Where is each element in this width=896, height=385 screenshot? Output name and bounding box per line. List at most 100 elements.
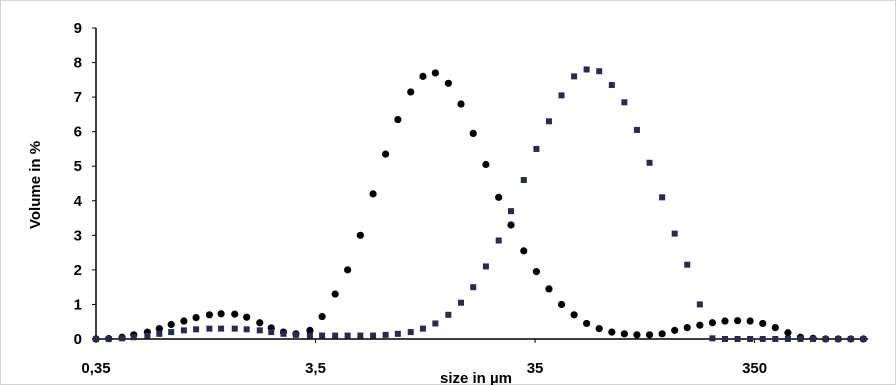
square-data-point [482,263,489,270]
square-data-point [130,334,137,341]
circle-data-point [658,330,666,338]
square-data-point [596,68,603,75]
x-tick-label: 35 [527,360,544,377]
square-data-point [268,329,275,336]
square-data-point [357,332,364,339]
square-data-point [231,325,238,332]
square-data-point [344,332,351,339]
square-data-point [243,326,250,333]
circle-data-point [155,325,163,333]
square-data-point [633,126,640,133]
circle-data-point [167,320,175,329]
circle-data-point [431,69,439,77]
square-data-point [495,237,502,244]
circle-data-point [382,150,390,158]
circle-data-point [469,129,477,137]
y-tick-label: 4 [74,193,83,210]
circle-data-point [608,328,616,336]
y-tick-labels: 0 1 2 3 4 5 6 7 8 9 [74,20,96,348]
circle-data-point [557,300,566,309]
square-data-point [558,92,565,99]
circle-data-point [595,325,603,333]
y-tick-label: 7 [74,89,82,106]
square-data-point [709,335,716,342]
square-data-point [797,336,804,342]
circle-data-point [482,160,490,169]
square-data-point [382,331,389,338]
square-data-point [835,336,842,342]
circle-data-point [645,331,654,339]
circle-data-point [759,319,767,328]
y-tick-label: 2 [74,262,82,279]
square-data-point [747,336,754,342]
circle-data-point [620,330,628,338]
circle-data-point [205,311,214,319]
square-data-point [571,73,578,80]
square-data-point [292,331,299,338]
square-data-point [684,261,691,268]
square-data-point [759,336,766,342]
square-data-point [144,332,151,339]
square-data-point [432,320,439,327]
square-data-point [784,336,791,342]
circle-data-point [771,323,779,332]
circle-data-point [708,319,717,327]
square-data-point [193,326,200,333]
circle-data-point [344,266,352,274]
circle-data-point [394,115,402,124]
circle-data-point [419,72,427,80]
circle-data-point [444,79,452,87]
circle-data-point [495,193,503,201]
x-axis-title: size in µm [440,370,512,385]
square-data-point [734,336,741,342]
y-tick-label: 3 [74,227,82,244]
square-data-point [847,336,854,342]
circle-data-point [545,285,553,293]
circle-data-point [746,317,754,325]
square-data-point [696,301,703,308]
y-tick-label: 9 [74,20,82,37]
square-data-point [721,336,728,342]
square-data-point [470,284,477,291]
x-tick-labels: 0,35 3,5 35 350 [81,339,767,377]
y-tick-label: 6 [74,124,82,141]
circle-data-point [683,323,691,332]
square-data-point [608,82,615,89]
square-data-point [810,336,817,342]
square-data-point [671,230,678,237]
x-tick-label: 3,5 [305,360,326,377]
square-data-point [458,299,465,306]
square-data-point [168,329,175,336]
square-data-point [545,118,552,125]
series-2-square-markers [93,66,867,342]
square-data-point [105,336,112,342]
square-data-point [533,145,540,152]
circle-data-point [520,247,528,255]
square-data-point [280,330,287,337]
square-data-point [659,194,666,201]
square-data-point [621,99,628,106]
square-data-point [332,332,339,339]
circle-data-point [306,326,314,334]
circle-data-point [570,311,578,319]
square-data-point [93,336,99,342]
square-data-point [445,311,452,318]
square-data-point [206,325,213,332]
circle-data-point [192,313,200,322]
square-data-point [394,330,401,337]
circle-data-point [671,326,679,334]
y-axis-title: Volume in % [27,141,44,229]
square-data-point [646,159,653,166]
circle-data-point [217,310,225,318]
square-data-point [119,335,126,342]
y-tick-label: 0 [74,331,82,348]
x-tick-label: 350 [742,360,767,377]
circle-data-point [407,88,415,96]
square-data-point [156,330,163,337]
square-data-point [520,177,527,184]
data-series [92,66,867,343]
square-data-point [583,66,590,73]
circle-data-point [507,221,515,229]
square-data-point [319,332,326,339]
